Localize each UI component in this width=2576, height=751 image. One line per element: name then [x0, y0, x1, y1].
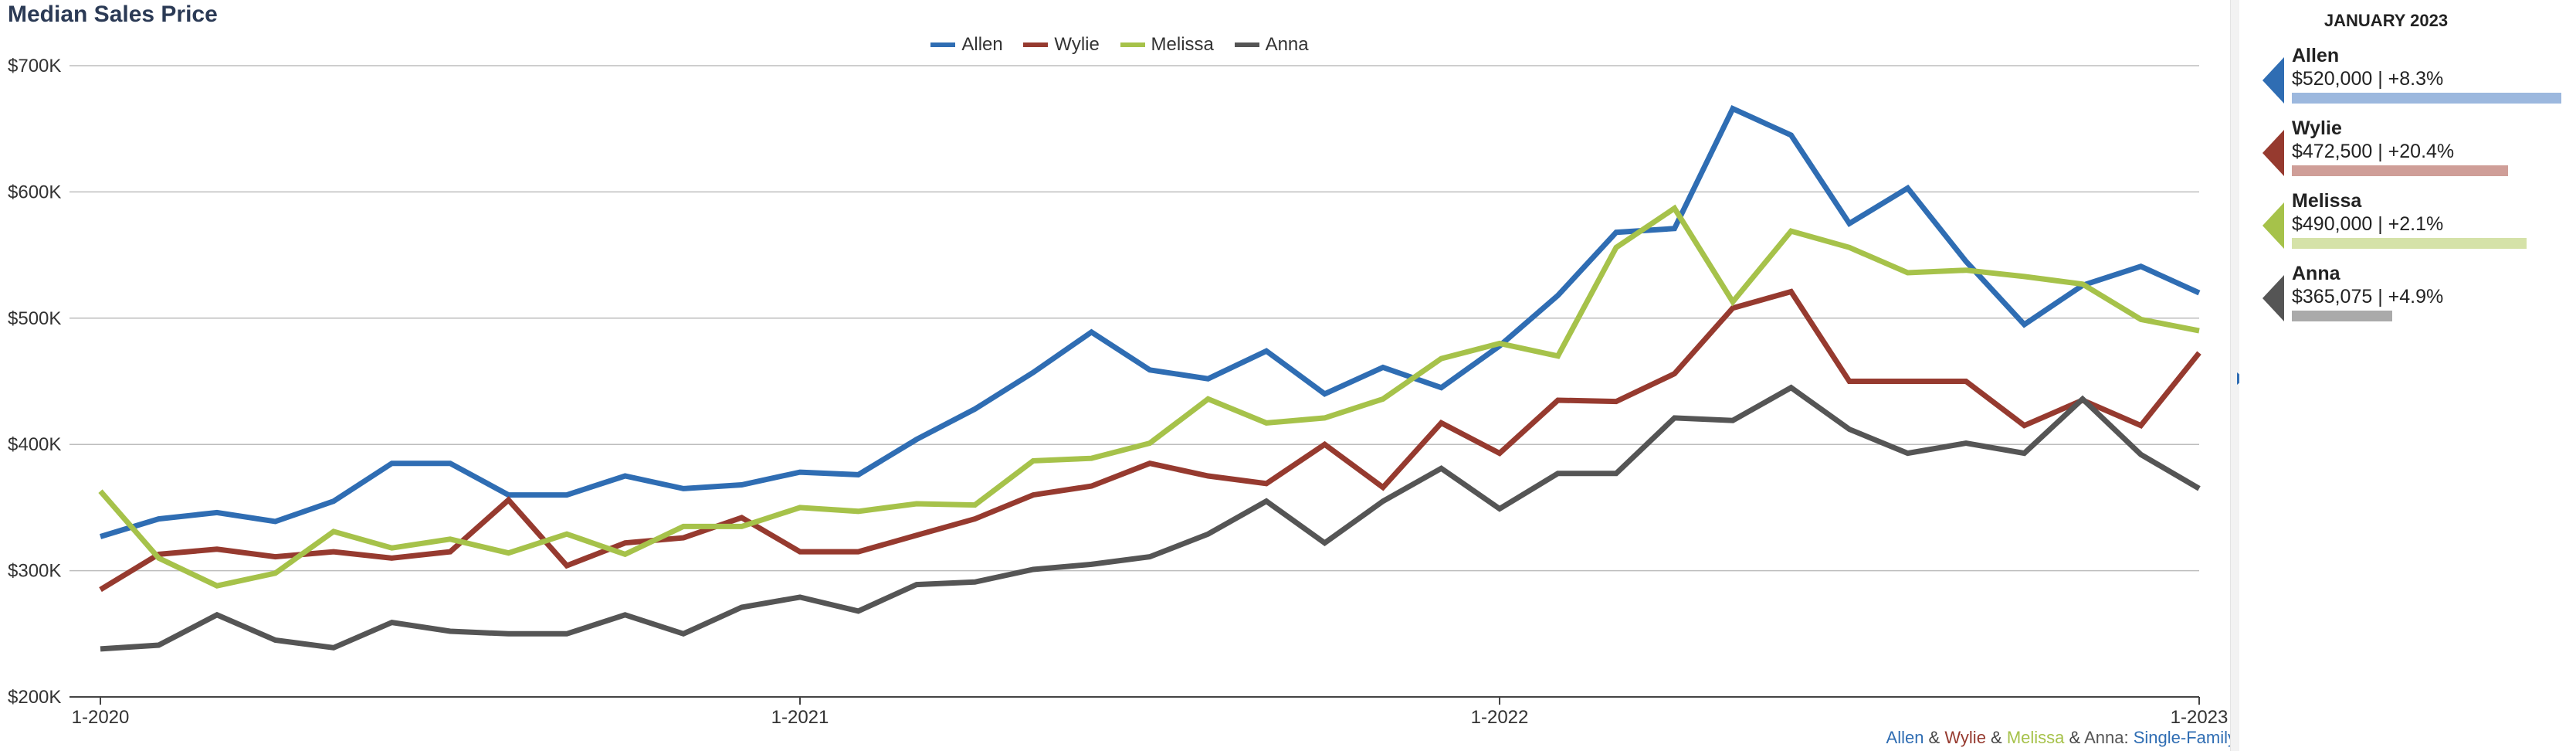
source-part: Anna: [2084, 728, 2124, 747]
summary-panel: [2239, 0, 2576, 751]
source-part: Wylie: [1944, 728, 1986, 747]
source-part: Allen: [1886, 728, 1924, 747]
series-line-melissa: [98, 204, 2200, 589]
card-bar: [2292, 93, 2561, 104]
legend-swatch: [1023, 42, 1049, 47]
triangle-marker-icon: [2262, 275, 2284, 321]
y-tick-label: $700K: [8, 56, 61, 76]
y-tick-label: $200K: [8, 687, 61, 708]
x-tick-label: 1-2023: [2171, 707, 2229, 728]
legend-item-wylie[interactable]: Wylie: [1023, 34, 1100, 56]
card-bar: [2292, 311, 2392, 321]
triangle-marker-icon: [2262, 202, 2284, 249]
triangle-marker-icon: [2262, 130, 2284, 176]
series-line-wylie: [99, 288, 2201, 593]
card-stat: $490,000 | +2.1%: [2292, 213, 2444, 235]
x-tick-label: 1-2020: [72, 707, 130, 728]
card-stat: $520,000 | +8.3%: [2292, 68, 2444, 90]
panel-title: JANUARY 2023: [2323, 11, 2449, 30]
legend-label: Allen: [961, 34, 1003, 55]
source-part: :: [2124, 728, 2134, 747]
source-part: Melissa: [2006, 728, 2065, 747]
series-line-anna: [100, 384, 2201, 652]
card-name: Melissa: [2292, 190, 2362, 212]
source-note: Allen & Wylie & Melissa & Anna: Single-F…: [1886, 728, 2236, 748]
legend-item-anna[interactable]: Anna: [1234, 34, 1309, 56]
y-tick-label: $300K: [8, 561, 61, 582]
card-stat: $365,075 | +4.9%: [2292, 286, 2444, 308]
legend-label: Melissa: [1151, 34, 1214, 55]
card-name: Wylie: [2292, 117, 2342, 139]
legend-item-allen[interactable]: Allen: [930, 34, 1003, 56]
card-name: Anna: [2292, 263, 2340, 284]
legend-label: Wylie: [1054, 34, 1100, 55]
legend-swatch: [930, 42, 956, 47]
summary-card-melissa[interactable]: Melissa $490,000 | +2.1%: [2262, 190, 2571, 257]
summary-card-anna[interactable]: Anna $365,075 | +4.9%: [2262, 263, 2571, 329]
card-stat: $472,500 | +20.4%: [2292, 141, 2455, 162]
x-tick-label: 1-2022: [1471, 707, 1529, 728]
y-tick-label: $600K: [8, 182, 61, 202]
y-tick-label: $400K: [8, 434, 61, 455]
triangle-marker-icon: [2262, 57, 2284, 104]
card-bar: [2292, 238, 2527, 249]
card-bar: [2292, 165, 2508, 176]
line-chart: $200K $300K $400K $500K $600K $700K 1-2020 1-20…: [8, 56, 2229, 728]
card-name: Allen: [2292, 45, 2340, 66]
legend-item-melissa[interactable]: Melissa: [1120, 34, 1214, 56]
source-part[interactable]: Single-Family: [2133, 728, 2236, 747]
legend-swatch: [1234, 42, 1259, 47]
source-part: &: [2064, 728, 2085, 747]
y-tick-label: $500K: [8, 308, 61, 329]
source-part: &: [1985, 728, 2007, 747]
series-line-allen: [99, 105, 2201, 539]
x-tick-label: 1-2021: [771, 707, 829, 728]
source-part: &: [1924, 728, 1945, 747]
legend-label: Anna: [1265, 34, 1309, 55]
summary-card-allen[interactable]: Allen $520,000 | +8.3%: [2262, 45, 2571, 111]
page-title: Median Sales Price: [8, 2, 218, 27]
summary-card-wylie[interactable]: Wylie $472,500 | +20.4%: [2262, 117, 2571, 184]
chart-legend: Allen Wylie Melissa Anna: [0, 31, 2239, 56]
legend-swatch: [1120, 42, 1145, 47]
